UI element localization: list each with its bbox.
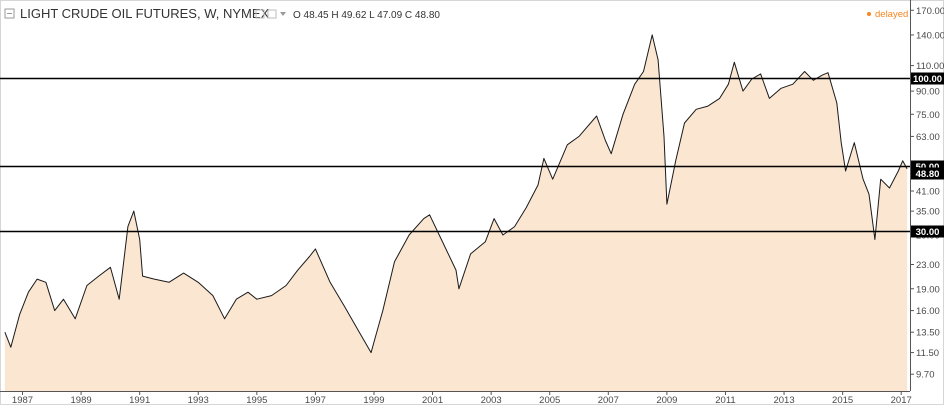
x-tick-label: 2003	[481, 395, 502, 405]
y-tick-label: 63.00	[916, 132, 940, 143]
plot-area[interactable]	[4, 34, 908, 392]
chart-title: LIGHT CRUDE OIL FUTURES, W, NYMEX	[20, 6, 270, 21]
y-tick-label: 140.00	[916, 30, 944, 41]
y-axis[interactable]: 170.00140.00110.0090.0075.0063.0050.0041…	[910, 6, 944, 381]
hline-label-30.00: 30.00	[916, 227, 940, 238]
y-tick-label: 41.00	[916, 187, 940, 198]
price-area	[4, 34, 908, 392]
y-tick-label: 170.00	[916, 6, 944, 17]
y-tick-label: 90.00	[916, 87, 940, 98]
x-tick-label: 2013	[773, 395, 794, 405]
x-tick-label: 2011	[715, 395, 735, 405]
chart-header: LIGHT CRUDE OIL FUTURES, W, NYMEX O 48.4…	[4, 6, 908, 21]
x-tick-label: 2005	[539, 395, 560, 405]
x-tick-label: 2007	[598, 395, 619, 405]
y-tick-label: 19.00	[916, 284, 940, 295]
x-tick-label: 2009	[656, 395, 677, 405]
ohlc-values: O 48.45 H 49.62 L 47.09 C 48.80	[293, 10, 440, 21]
x-tick-label: 1997	[305, 395, 326, 405]
hline-label-100.00-bg	[911, 72, 944, 85]
y-tick-label: 11.50	[916, 348, 939, 359]
x-tick-label: 1987	[12, 395, 33, 405]
chart-icon[interactable]	[267, 9, 277, 19]
x-tick-label: 1991	[129, 395, 150, 405]
x-tick-label: 1989	[71, 395, 92, 405]
y-tick-label: 16.00	[916, 306, 940, 317]
y-tick-label: 9.70	[916, 370, 935, 381]
y-tick-label: 35.00	[916, 207, 940, 218]
status-dot-icon	[867, 12, 871, 16]
x-tick-label: 2015	[832, 395, 853, 405]
x-tick-label: 1999	[363, 395, 384, 405]
x-tick-label: 1995	[246, 395, 267, 405]
hline-label-100.00: 100.00	[913, 74, 942, 85]
y-tick-label: 110.00	[916, 61, 944, 72]
x-tick-label: 1993	[188, 395, 209, 405]
settings-icon[interactable]	[255, 9, 265, 19]
dropdown-arrow-icon[interactable]	[280, 12, 286, 16]
last-price-label-bg	[911, 167, 944, 180]
y-tick-label: 75.00	[916, 110, 940, 121]
hline-label-30.00-bg	[911, 225, 944, 238]
x-tick-label: 2017	[891, 395, 912, 405]
x-axis[interactable]: 1987 1989 1991 1993 1995 1997 1999 2001 2003 2005…	[12, 391, 912, 405]
y-tick-label: 13.50	[916, 328, 940, 339]
last-price-label: 48.80	[916, 169, 940, 180]
y-tick-label: 23.00	[916, 260, 940, 271]
horizontal-lines	[0, 77, 910, 233]
status-badge: delayed	[875, 9, 908, 20]
collapse-square-icon[interactable]	[4, 8, 15, 19]
x-tick-label: 2001	[422, 395, 443, 405]
